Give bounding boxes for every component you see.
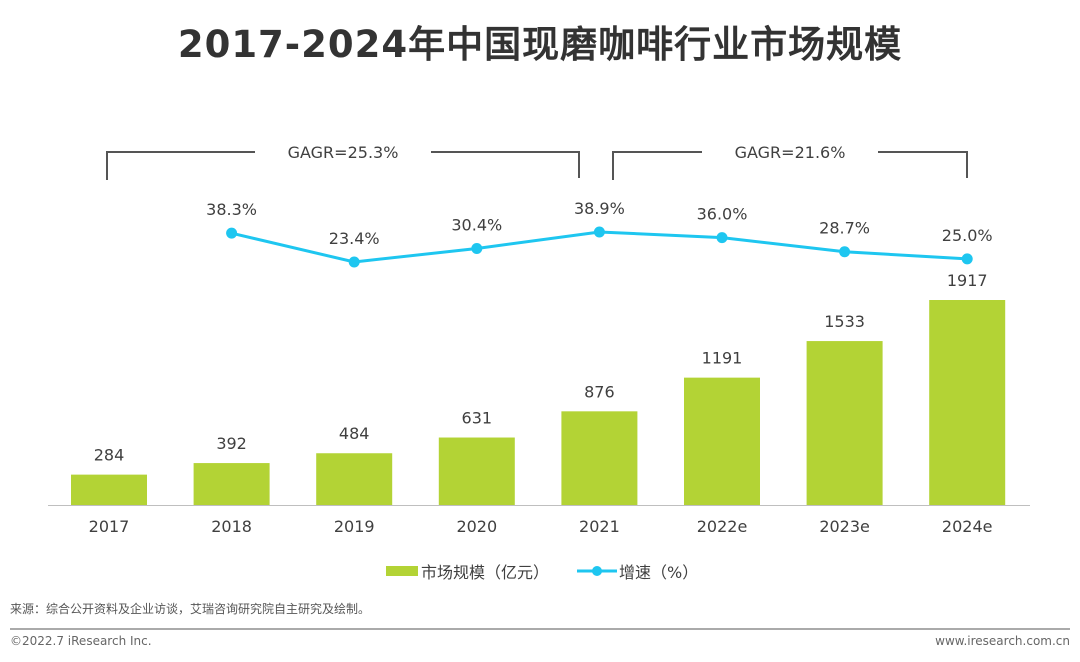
bar	[438, 437, 515, 505]
x-tick-label: 2019	[334, 517, 375, 536]
cagr-bracket	[106, 151, 580, 180]
x-tick-label: 2022e	[697, 517, 748, 536]
growth-label: 23.4%	[329, 229, 380, 248]
growth-label: 30.4%	[451, 215, 502, 234]
x-tick-label: 2021	[579, 517, 620, 536]
x-tick-label: 2018	[211, 517, 252, 536]
x-tick-label: 2023e	[819, 517, 870, 536]
bar	[193, 463, 270, 505]
legend-bar-label: 市场规模（亿元）	[421, 563, 549, 582]
bar	[684, 377, 760, 505]
copyright: ©2022.7 iResearch Inc.	[10, 634, 152, 648]
bar-label: 284	[94, 446, 125, 465]
bar	[316, 453, 393, 505]
x-tick-label: 2020	[456, 517, 497, 536]
growth-point	[471, 242, 483, 254]
bar-label: 1533	[824, 312, 865, 331]
growth-label: 25.0%	[942, 226, 993, 245]
bar	[806, 341, 883, 505]
cagr-label: GAGR=21.6%	[735, 143, 846, 162]
chart: 284 2017 392 2018 484 2019 631 2020 876 2021 1191 2…	[48, 143, 1030, 582]
bar-label: 392	[216, 434, 247, 453]
source-note: 来源：综合公开资料及企业访谈，艾瑞咨询研究院自主研究及绘制。	[10, 602, 371, 616]
website-link[interactable]: www.iresearch.com.cn	[935, 634, 1070, 648]
growth-label: 36.0%	[697, 205, 748, 224]
cagr-bracket	[612, 151, 968, 180]
growth-point	[348, 256, 360, 268]
legend-line-marker	[592, 566, 602, 576]
legend-line-label: 增速（%）	[619, 563, 698, 582]
x-tick-label: 2024e	[942, 517, 993, 536]
divider	[10, 628, 1070, 630]
bar-label: 631	[462, 409, 493, 428]
growth-label: 38.3%	[206, 200, 257, 219]
bar	[71, 474, 147, 505]
bar-label: 1191	[702, 349, 743, 368]
cagr-label: GAGR=25.3%	[288, 143, 399, 162]
bar-label: 1917	[947, 271, 988, 290]
growth-point	[226, 227, 238, 239]
chart-title: 2017-2024年中国现磨咖啡行业市场规模	[177, 23, 903, 66]
growth-point	[961, 253, 973, 265]
growth-point	[593, 226, 605, 238]
bar-label: 484	[339, 424, 370, 443]
growth-point	[716, 232, 728, 244]
legend-bar-swatch	[386, 566, 418, 576]
x-tick-label: 2017	[89, 517, 130, 536]
growth-point	[839, 246, 851, 258]
growth-label: 28.7%	[819, 219, 870, 238]
bar	[929, 300, 1006, 505]
bar	[561, 411, 638, 505]
bar-label: 876	[584, 382, 615, 401]
growth-label: 38.9%	[574, 199, 625, 218]
